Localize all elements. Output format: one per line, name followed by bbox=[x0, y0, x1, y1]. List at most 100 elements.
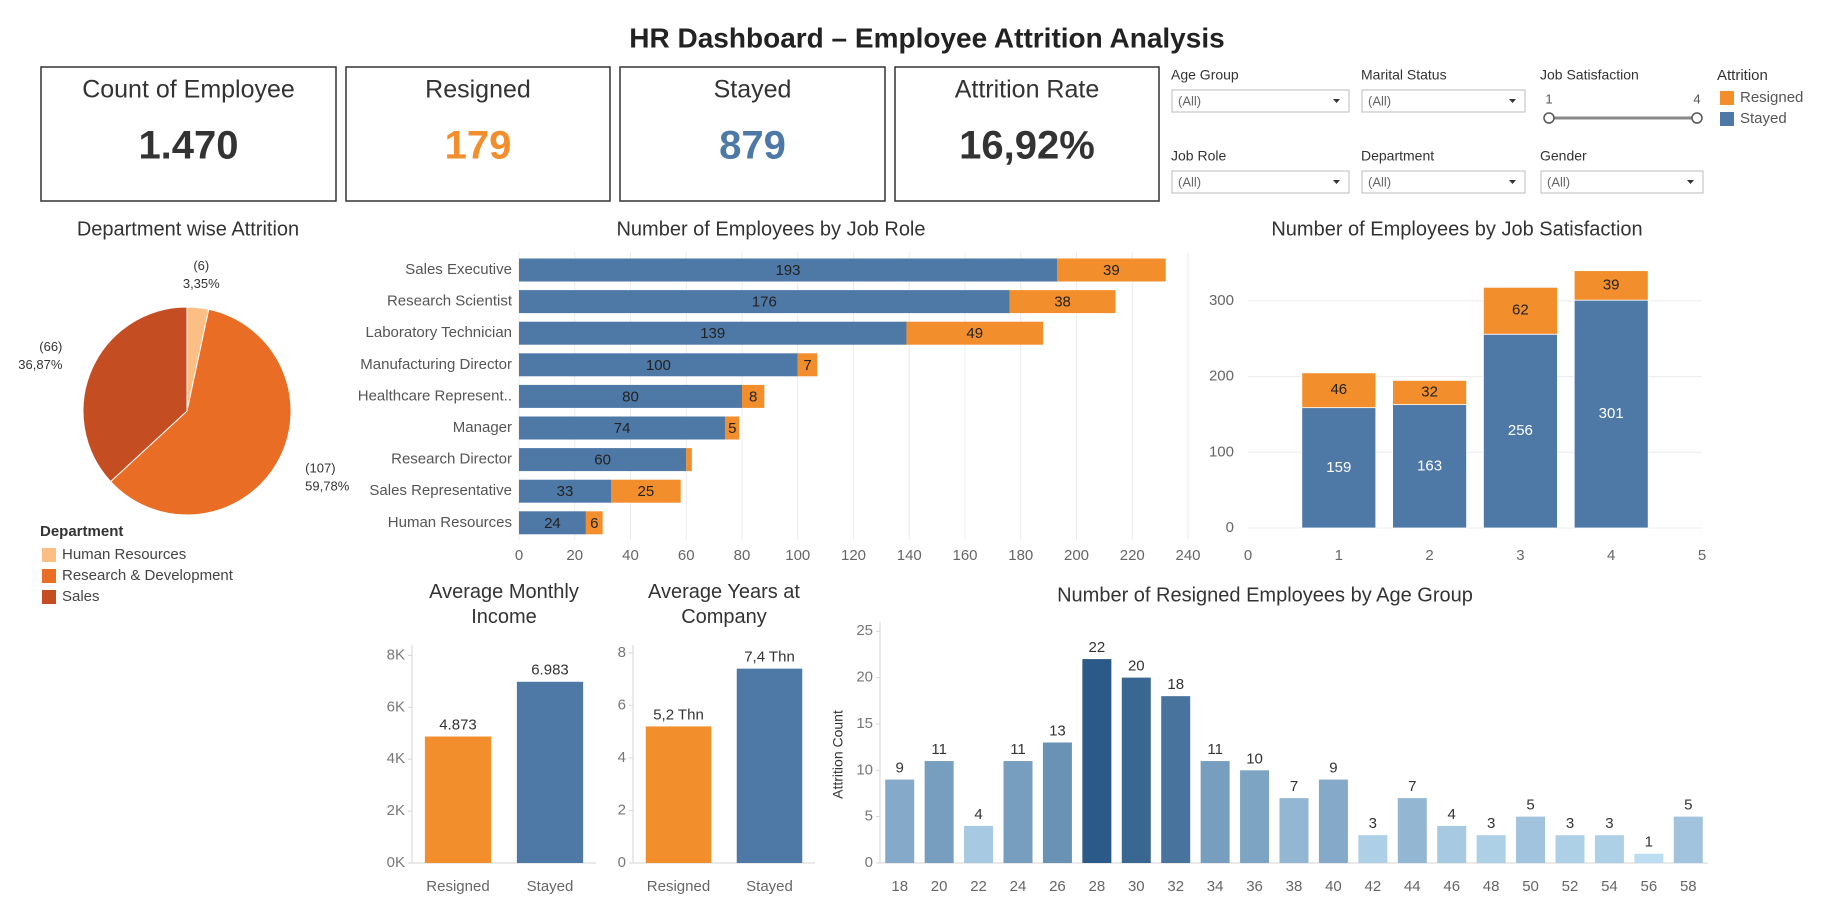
x-tick-label: 60 bbox=[678, 547, 695, 564]
filter-dropdown[interactable] bbox=[1171, 89, 1350, 113]
x-tick-label: 56 bbox=[1641, 878, 1658, 895]
bar-label: 256 bbox=[1508, 422, 1533, 439]
bar-label: 4.873 bbox=[439, 717, 477, 734]
bar bbox=[1358, 835, 1388, 863]
legend-swatch bbox=[42, 569, 56, 583]
legend-label[interactable]: Stayed bbox=[1740, 110, 1787, 127]
bar-label: 11 bbox=[1010, 741, 1026, 758]
legend-swatch bbox=[42, 548, 56, 562]
bar-label: 193 bbox=[775, 262, 800, 279]
bar-label: 5 bbox=[728, 420, 736, 437]
bar-label: 1 bbox=[1645, 834, 1653, 851]
bar bbox=[736, 668, 803, 863]
bar-segment bbox=[519, 479, 611, 503]
bar-label: 49 bbox=[966, 325, 983, 342]
bar-label: 24 bbox=[544, 515, 561, 532]
bar-label: 38 bbox=[1054, 294, 1071, 311]
x-tick-label: 120 bbox=[841, 547, 866, 564]
bar-label: 7 bbox=[803, 357, 811, 374]
y-tick-label: 4K bbox=[387, 750, 405, 767]
x-tick-label: 22 bbox=[970, 878, 987, 895]
x-tick-label: 24 bbox=[1010, 878, 1027, 895]
bar-label: 5,2 Thn bbox=[653, 706, 704, 723]
y-tick-label: 25 bbox=[856, 622, 873, 639]
pie-percent-label: 36,87% bbox=[18, 357, 63, 372]
x-tick-label: 52 bbox=[1562, 878, 1579, 895]
filter-value: (All) bbox=[1547, 174, 1570, 189]
bar-label: 74 bbox=[614, 420, 631, 437]
bar-segment bbox=[519, 384, 742, 408]
y-tick-label: Research Scientist bbox=[387, 293, 513, 310]
bar-label: 33 bbox=[557, 483, 574, 500]
y-tick-label: Healthcare Represent.. bbox=[358, 387, 512, 404]
y-tick-label: 5 bbox=[865, 808, 873, 825]
bar-segment bbox=[1483, 333, 1558, 529]
bar-segment bbox=[725, 416, 740, 440]
y-tick-label: Sales Representative bbox=[369, 482, 512, 499]
bar-label: 5 bbox=[1684, 797, 1692, 814]
bar-label: 163 bbox=[1417, 457, 1442, 474]
bar bbox=[964, 825, 994, 863]
bar bbox=[1437, 825, 1467, 863]
pie-count-label: (66) bbox=[39, 339, 62, 354]
bar bbox=[1673, 816, 1703, 863]
bar bbox=[1279, 798, 1309, 863]
legend-title: Attrition bbox=[1717, 67, 1768, 84]
legend-label[interactable]: Resigned bbox=[1740, 89, 1803, 106]
x-tick-label: 26 bbox=[1049, 878, 1066, 895]
bar-label: 60 bbox=[594, 452, 611, 469]
bar-label: 9 bbox=[896, 760, 904, 777]
bar-segment bbox=[1483, 286, 1558, 335]
kpi-label: Resigned bbox=[425, 76, 531, 104]
y-tick-label: 20 bbox=[856, 669, 873, 686]
filter-dropdown[interactable] bbox=[1361, 89, 1526, 113]
y-tick-label: Manufacturing Director bbox=[360, 356, 512, 373]
filter-dropdown[interactable] bbox=[1361, 170, 1526, 194]
bar bbox=[1476, 835, 1506, 863]
bar-label: 25 bbox=[637, 483, 654, 500]
legend-swatch[interactable] bbox=[1720, 112, 1734, 126]
bar-label: 159 bbox=[1326, 459, 1351, 476]
x-tick-label: 34 bbox=[1207, 878, 1224, 895]
filter-dropdown[interactable] bbox=[1171, 170, 1350, 194]
legend-title: Department bbox=[40, 523, 123, 540]
dropdown-arrow bbox=[1333, 180, 1340, 184]
kpi-card bbox=[40, 66, 337, 202]
y-tick-label: 6K bbox=[387, 698, 405, 715]
y-tick-label: 0K bbox=[387, 854, 405, 871]
bar-segment bbox=[585, 511, 603, 535]
bar-segment bbox=[797, 353, 818, 377]
bar-segment bbox=[519, 511, 586, 535]
x-tick-label: 0 bbox=[1244, 547, 1252, 564]
y-tick-label: 0 bbox=[865, 854, 873, 871]
kpi-value: 879 bbox=[719, 124, 786, 168]
filter-dropdown[interactable] bbox=[1540, 170, 1704, 194]
bar bbox=[1082, 659, 1112, 863]
kpi-value: 16,92% bbox=[959, 124, 1095, 168]
legend-label: Research & Development bbox=[62, 567, 234, 584]
x-tick-label: 180 bbox=[1008, 547, 1033, 564]
bar bbox=[1003, 761, 1033, 863]
bar-label: 11 bbox=[931, 741, 947, 758]
bar-segment bbox=[519, 353, 798, 377]
slider-handle[interactable] bbox=[1543, 112, 1555, 124]
x-tick-label: 28 bbox=[1089, 878, 1106, 895]
y-tick-label: 2 bbox=[618, 801, 626, 818]
kpi-label: Attrition Rate bbox=[955, 76, 1100, 104]
filter-value: (All) bbox=[1178, 93, 1201, 108]
bar-label: 10 bbox=[1246, 750, 1263, 767]
bar-segment bbox=[906, 321, 1044, 345]
slider-label: Job Satisfaction bbox=[1540, 67, 1639, 83]
chart-title: Number of Employees by Job Satisfaction bbox=[1271, 218, 1642, 240]
dashboard-title: HR Dashboard – Employee Attrition Analys… bbox=[629, 22, 1224, 53]
x-tick-label: 160 bbox=[952, 547, 977, 564]
bar bbox=[885, 779, 915, 863]
legend-swatch[interactable] bbox=[1720, 91, 1734, 105]
slider-handle[interactable] bbox=[1691, 112, 1703, 124]
bar-label: 4 bbox=[974, 806, 982, 823]
x-tick-label: 20 bbox=[566, 547, 583, 564]
x-tick-label: 54 bbox=[1601, 878, 1618, 895]
x-tick-label: 44 bbox=[1404, 878, 1421, 895]
x-tick-label: 40 bbox=[622, 547, 639, 564]
y-tick-label: 200 bbox=[1209, 368, 1234, 385]
